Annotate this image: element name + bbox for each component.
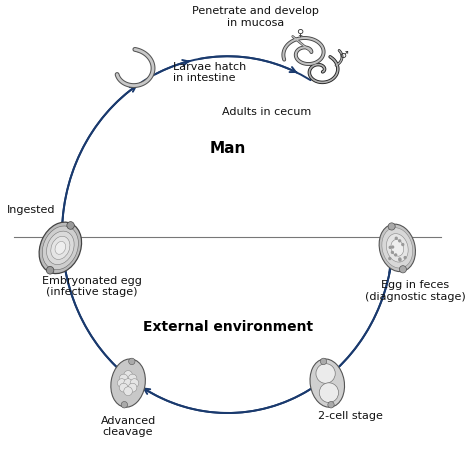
Circle shape [389,247,391,248]
Circle shape [402,244,404,246]
Ellipse shape [42,226,78,270]
Text: Ingested: Ingested [7,205,55,215]
Text: ♀: ♀ [296,28,303,38]
Ellipse shape [119,374,128,383]
Text: ♂: ♂ [339,50,348,60]
Circle shape [404,256,406,259]
Ellipse shape [320,358,327,365]
Ellipse shape [124,387,132,396]
Ellipse shape [128,358,135,365]
Circle shape [399,258,401,260]
Ellipse shape [128,383,137,392]
Ellipse shape [391,240,404,256]
Ellipse shape [124,379,132,388]
Circle shape [392,251,393,253]
Text: Embryonated egg
(infective stage): Embryonated egg (infective stage) [42,276,142,297]
Text: Egg in feces
(diagnostic stage): Egg in feces (diagnostic stage) [365,280,466,302]
Ellipse shape [118,379,126,388]
Text: 2-cell stage: 2-cell stage [318,411,383,421]
Circle shape [399,259,401,261]
Ellipse shape [119,383,128,392]
Text: Man: Man [210,142,246,156]
Ellipse shape [316,364,335,383]
Ellipse shape [46,231,74,265]
Circle shape [395,237,397,239]
Ellipse shape [400,266,406,273]
Ellipse shape [310,359,345,407]
Ellipse shape [124,371,132,379]
Ellipse shape [39,222,82,274]
Ellipse shape [388,223,395,230]
Circle shape [395,254,397,256]
Ellipse shape [379,224,415,272]
Text: Penetrate and develop
in mucosa: Penetrate and develop in mucosa [192,6,319,28]
Circle shape [399,240,401,242]
Ellipse shape [51,236,70,260]
Ellipse shape [121,402,128,408]
Text: Advanced
cleavage: Advanced cleavage [100,416,156,437]
Ellipse shape [128,374,137,383]
Ellipse shape [382,228,413,268]
Ellipse shape [111,359,146,407]
Circle shape [389,258,391,260]
Ellipse shape [328,402,334,408]
Text: Adults in cecum: Adults in cecum [222,107,311,117]
Ellipse shape [55,241,65,255]
Ellipse shape [67,222,74,229]
Ellipse shape [386,234,408,262]
Circle shape [392,246,393,248]
Text: External environment: External environment [143,320,313,334]
Ellipse shape [46,267,54,274]
Ellipse shape [130,379,139,388]
Ellipse shape [319,383,338,403]
Text: Larvae hatch
in intestine: Larvae hatch in intestine [173,62,246,83]
